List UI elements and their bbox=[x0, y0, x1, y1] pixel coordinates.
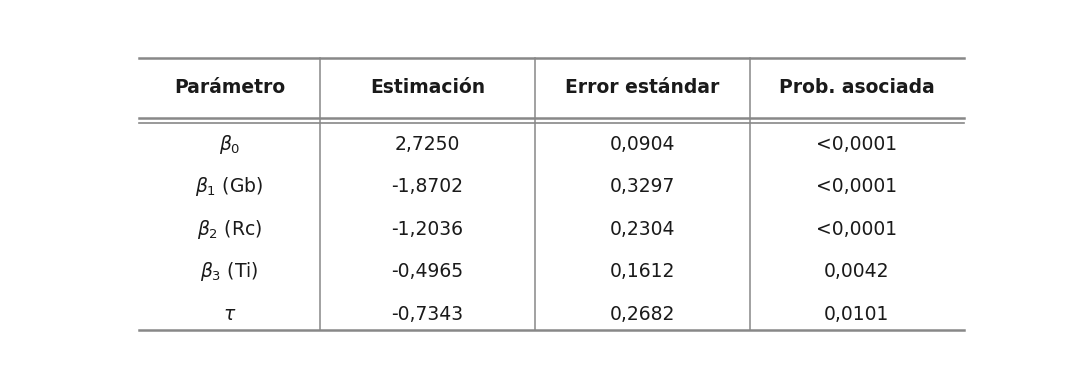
Text: 0,2304: 0,2304 bbox=[609, 220, 675, 239]
Text: Estimación: Estimación bbox=[370, 78, 485, 97]
Text: $\beta_2$ (Rc): $\beta_2$ (Rc) bbox=[197, 218, 263, 241]
Text: -0,7343: -0,7343 bbox=[392, 305, 464, 324]
Text: 0,3297: 0,3297 bbox=[610, 177, 675, 196]
Text: $\beta_0$: $\beta_0$ bbox=[218, 133, 240, 156]
Text: -1,8702: -1,8702 bbox=[392, 177, 464, 196]
Text: $\beta_3$ (Ti): $\beta_3$ (Ti) bbox=[200, 260, 258, 283]
Text: Error estándar: Error estándar bbox=[565, 78, 720, 97]
Text: -0,4965: -0,4965 bbox=[392, 262, 464, 281]
Text: $\tau$: $\tau$ bbox=[223, 305, 236, 324]
Text: Prob. asociada: Prob. asociada bbox=[779, 78, 935, 97]
Text: <0,0001: <0,0001 bbox=[817, 177, 897, 196]
Text: 0,0904: 0,0904 bbox=[609, 135, 675, 154]
Text: 0,0042: 0,0042 bbox=[824, 262, 890, 281]
Text: 0,0101: 0,0101 bbox=[824, 305, 890, 324]
Text: <0,0001: <0,0001 bbox=[817, 135, 897, 154]
Text: 0,2682: 0,2682 bbox=[610, 305, 675, 324]
Text: -1,2036: -1,2036 bbox=[392, 220, 464, 239]
Text: Parámetro: Parámetro bbox=[174, 78, 285, 97]
Text: 0,1612: 0,1612 bbox=[610, 262, 675, 281]
Text: <0,0001: <0,0001 bbox=[817, 220, 897, 239]
Text: 2,7250: 2,7250 bbox=[395, 135, 461, 154]
Text: $\beta_1$ (Gb): $\beta_1$ (Gb) bbox=[196, 175, 264, 198]
